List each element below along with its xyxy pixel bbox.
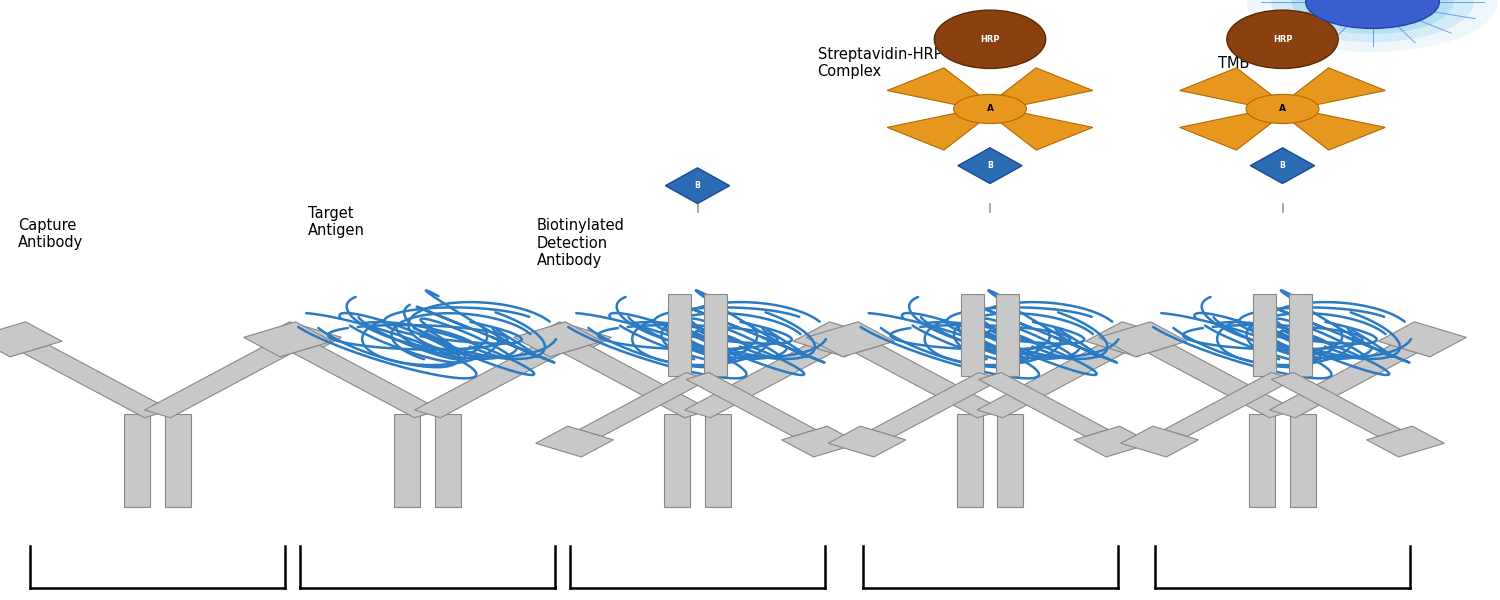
Bar [998, 414, 1023, 507]
Polygon shape [524, 322, 612, 357]
Polygon shape [828, 426, 906, 457]
Ellipse shape [1227, 10, 1338, 68]
Bar [1290, 414, 1316, 507]
Polygon shape [1074, 426, 1152, 457]
Polygon shape [1164, 373, 1294, 436]
Circle shape [1270, 0, 1473, 42]
Polygon shape [536, 426, 614, 457]
Text: B: B [1280, 161, 1286, 170]
Text: Biotinylated
Detection
Antibody: Biotinylated Detection Antibody [537, 218, 626, 268]
Text: TMB: TMB [1218, 55, 1249, 70]
Bar [124, 414, 150, 507]
Text: Streptavidin-HRP
Complex: Streptavidin-HRP Complex [818, 47, 942, 79]
Polygon shape [562, 345, 711, 418]
Bar [165, 414, 190, 507]
Bar [996, 294, 1020, 376]
Bar [1252, 294, 1276, 376]
Polygon shape [986, 68, 1094, 111]
Bar [435, 414, 460, 507]
Bar [1288, 294, 1312, 376]
Circle shape [1246, 94, 1318, 124]
Polygon shape [958, 148, 1022, 184]
Bar [1250, 414, 1275, 507]
Text: A: A [1280, 104, 1286, 113]
Polygon shape [684, 345, 832, 418]
Polygon shape [22, 345, 171, 418]
Circle shape [1246, 0, 1498, 52]
Polygon shape [414, 345, 562, 418]
Polygon shape [886, 68, 995, 111]
Text: B: B [694, 181, 700, 190]
Polygon shape [1278, 107, 1386, 150]
Text: HRP: HRP [1272, 35, 1292, 44]
Polygon shape [1378, 322, 1467, 357]
Polygon shape [1179, 68, 1287, 111]
Polygon shape [986, 107, 1094, 150]
Polygon shape [871, 373, 1002, 436]
Bar [705, 414, 730, 507]
Bar [704, 294, 728, 376]
Polygon shape [1179, 107, 1287, 150]
Text: HRP: HRP [981, 35, 999, 44]
Polygon shape [1278, 68, 1386, 111]
Polygon shape [1120, 426, 1198, 457]
Bar [664, 414, 690, 507]
Text: B: B [987, 161, 993, 170]
Bar [957, 414, 982, 507]
Polygon shape [579, 373, 710, 436]
Polygon shape [144, 345, 292, 418]
Polygon shape [782, 426, 859, 457]
Polygon shape [1148, 345, 1296, 418]
Polygon shape [886, 107, 995, 150]
Polygon shape [1251, 148, 1314, 184]
Polygon shape [0, 322, 62, 357]
Polygon shape [1366, 426, 1444, 457]
Text: Target
Antigen: Target Antigen [308, 206, 364, 238]
Polygon shape [686, 373, 816, 436]
Polygon shape [794, 322, 882, 357]
Text: Capture
Antibody: Capture Antibody [18, 218, 84, 250]
Polygon shape [666, 168, 729, 203]
Circle shape [954, 94, 1026, 124]
Polygon shape [243, 322, 332, 357]
Polygon shape [513, 322, 602, 357]
Ellipse shape [934, 10, 1046, 68]
Bar [668, 294, 692, 376]
Polygon shape [1086, 322, 1174, 357]
Polygon shape [1098, 322, 1186, 357]
Polygon shape [976, 345, 1125, 418]
Polygon shape [1269, 345, 1418, 418]
Polygon shape [1270, 373, 1401, 436]
Polygon shape [978, 373, 1108, 436]
Polygon shape [806, 322, 894, 357]
Bar [394, 414, 420, 507]
Polygon shape [292, 345, 441, 418]
Polygon shape [254, 322, 342, 357]
Circle shape [1305, 0, 1440, 28]
Circle shape [1292, 0, 1454, 34]
Text: A: A [987, 104, 993, 113]
Bar [960, 294, 984, 376]
Polygon shape [855, 345, 1004, 418]
